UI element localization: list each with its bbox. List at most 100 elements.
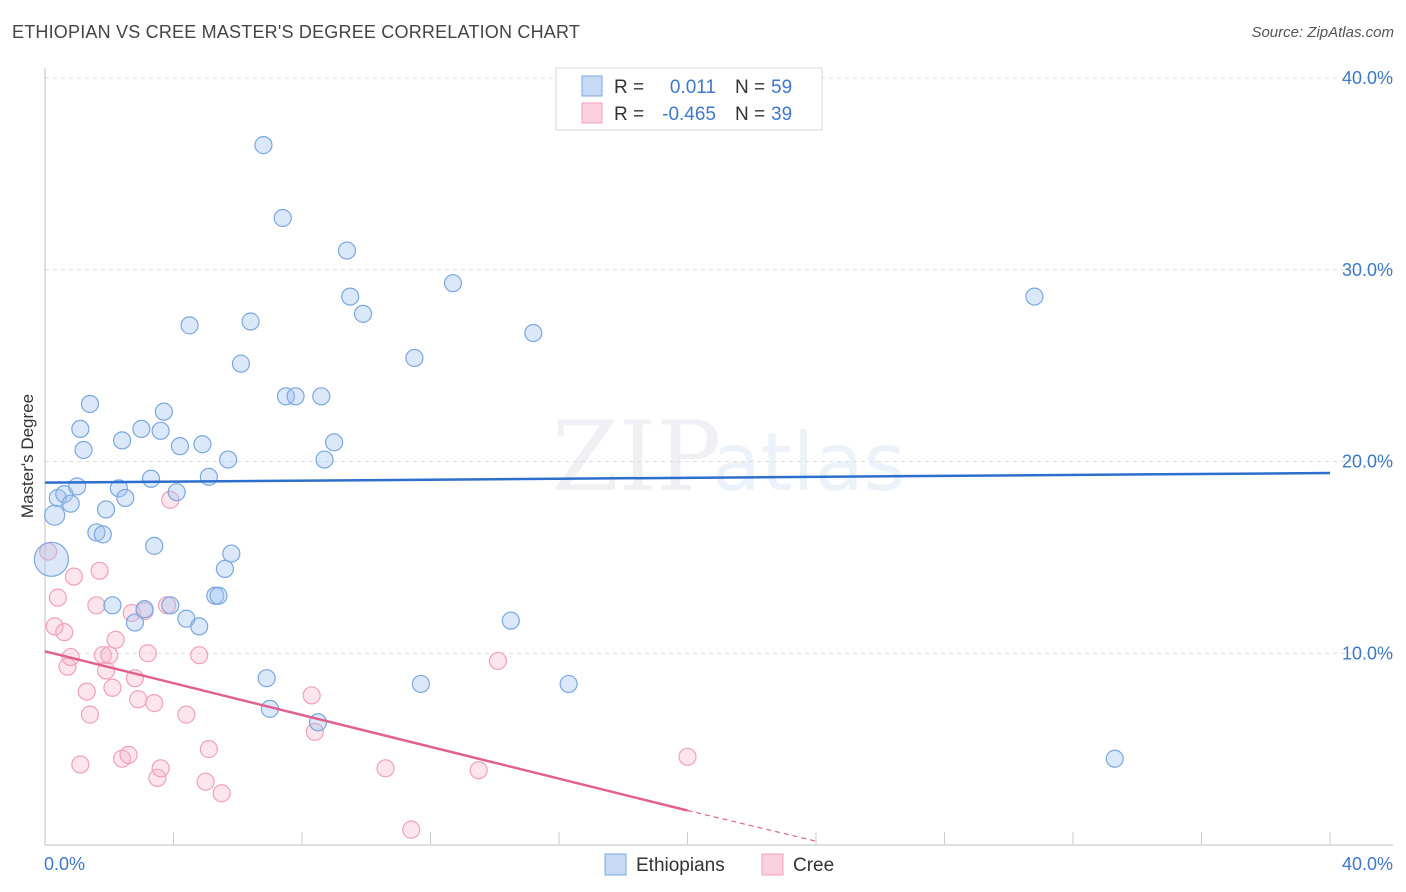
ethiopian-point — [215, 559, 234, 578]
cree-point — [177, 705, 196, 724]
legend-n-value-cree: 39 — [771, 104, 792, 125]
ethiopian-point — [190, 617, 209, 636]
ethiopian-point — [231, 354, 251, 373]
cree-point — [87, 596, 106, 615]
cree-point — [55, 623, 74, 642]
ethiopian-point — [524, 323, 543, 343]
ethiopian-point — [286, 387, 305, 406]
cree-point — [190, 646, 209, 665]
x-tick-label-min: 0.0% — [44, 854, 85, 874]
y-tick-labels: 10.0% 20.0% 30.0% 40.0% — [1342, 68, 1393, 663]
ethiopian-point — [71, 419, 90, 439]
ethiopian-point — [161, 596, 180, 615]
y-tick-label: 30.0% — [1342, 260, 1393, 280]
y-tick-label: 10.0% — [1342, 643, 1393, 663]
cree-points — [39, 490, 697, 839]
ethiopian-point — [411, 674, 430, 694]
ethiopian-point — [257, 669, 276, 688]
ethiopian-point — [254, 136, 273, 155]
y-tick-label: 40.0% — [1342, 68, 1393, 88]
ethiopian-point — [68, 477, 87, 496]
cree-point — [151, 759, 170, 778]
series-legend: Ethiopians Cree — [604, 853, 834, 876]
ethiopian-point — [145, 536, 164, 555]
cree-point — [212, 784, 231, 803]
ethiopian-point — [405, 348, 424, 368]
gridlines — [45, 77, 1393, 654]
ethiopian-point — [87, 523, 106, 542]
cree-point — [196, 772, 215, 791]
y-axis-label: Master's Degree — [18, 394, 37, 518]
ethiopian-point — [443, 274, 463, 293]
ethiopian-point — [170, 437, 190, 456]
bottom-legend-swatch-ethiopians — [604, 853, 627, 876]
ethiopian-point — [312, 387, 331, 406]
ethiopian-point — [501, 611, 520, 630]
ethiopian-point — [273, 208, 292, 228]
ethiopian-point — [559, 674, 578, 694]
cree-point — [93, 646, 112, 665]
cree-point — [100, 646, 119, 665]
cree-point — [90, 561, 109, 580]
cree-point — [119, 745, 138, 764]
legend-swatch-cree — [581, 102, 603, 124]
ethiopian-point — [151, 421, 170, 440]
cree-point — [302, 686, 321, 705]
ethiopian-point — [222, 544, 241, 563]
ethiopian-point — [199, 467, 218, 486]
ethiopian-point — [44, 504, 66, 526]
cree-point — [45, 617, 64, 636]
cree-point — [129, 690, 148, 709]
chart-title: ETHIOPIAN VS CREE MASTER'S DEGREE CORREL… — [12, 22, 581, 42]
ethiopian-point — [167, 483, 186, 502]
cree-trend-extension — [687, 809, 817, 842]
ethiopian-point — [125, 613, 145, 632]
svg-text:ZIP: ZIP — [552, 401, 721, 513]
trend-lines — [44, 471, 1331, 842]
ethiopian-point — [1025, 287, 1044, 306]
legend-n-label-ethiopians: N = — [735, 77, 765, 98]
cree-point — [106, 630, 125, 649]
legend-n-value-ethiopians: 59 — [771, 77, 792, 98]
ethiopian-point — [341, 287, 360, 306]
ethiopian-point — [353, 304, 373, 323]
ethiopian-point — [109, 479, 128, 498]
legend-swatch-ethiopians — [581, 75, 603, 97]
ethiopian-trend-line — [44, 471, 1331, 484]
cree-point — [199, 740, 218, 759]
svg-text:atlas: atlas — [712, 416, 905, 509]
ethiopian-point — [337, 241, 357, 260]
ethiopian-point — [61, 494, 80, 513]
legend-r-value-cree: -0.465 — [662, 104, 716, 125]
ethiopian-point — [93, 525, 112, 544]
chart-source: Source: ZipAtlas.com — [1251, 24, 1394, 41]
cree-point — [402, 820, 421, 839]
bottom-legend-swatch-cree — [761, 853, 784, 876]
correlation-legend: R = 0.011 N = 59 R = -0.465 N = 39 — [555, 67, 823, 131]
cree-point — [80, 705, 100, 724]
cree-point — [305, 722, 324, 741]
cree-point — [103, 678, 122, 697]
y-tick-label: 20.0% — [1342, 452, 1393, 472]
ethiopian-point — [219, 450, 238, 469]
cree-point — [138, 644, 157, 663]
cree-point — [488, 651, 508, 671]
ethiopian-point — [180, 316, 199, 335]
legend-r-label-ethiopians: R = — [614, 77, 644, 98]
watermark-logo: ZIP atlas — [552, 401, 905, 513]
legend-r-label-cree: R = — [614, 104, 644, 125]
ethiopian-point — [193, 435, 212, 454]
cree-point — [148, 768, 167, 787]
ethiopian-point — [276, 387, 296, 406]
ethiopian-point — [116, 488, 135, 508]
cree-point — [469, 761, 488, 780]
cree-point — [48, 588, 67, 607]
ethiopian-point — [241, 312, 260, 331]
cree-point — [376, 759, 395, 778]
ethiopian-point — [103, 596, 122, 615]
ethiopian-point — [74, 440, 93, 460]
ethiopian-point — [112, 431, 132, 450]
ethiopian-point — [141, 469, 161, 488]
bottom-legend-label-cree: Cree — [793, 855, 834, 876]
